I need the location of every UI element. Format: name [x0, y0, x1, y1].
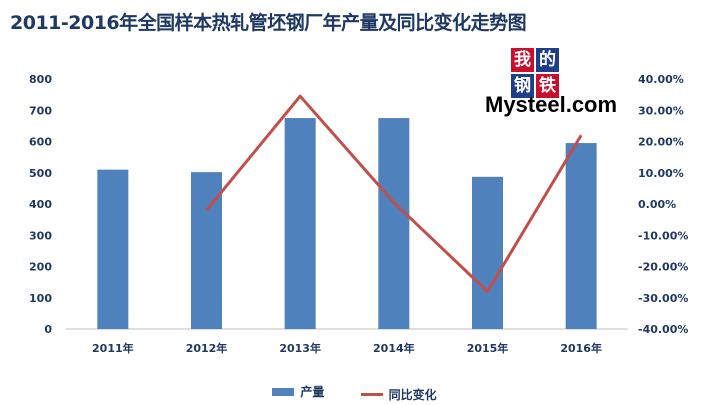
- legend-label-output: 产量: [300, 385, 325, 399]
- logo-char-tie: 铁: [536, 74, 559, 98]
- x-tick-label: 2016年: [560, 341, 602, 355]
- y2-tick-label: -30.00%: [638, 292, 688, 305]
- x-tick-label: 2013年: [279, 341, 321, 355]
- legend-line-swatch: [360, 392, 383, 396]
- chart-title: 2011-2016年全国样本热轧管坯钢厂年产量及同比变化走势图: [10, 12, 527, 34]
- y2-tick-label: 20.00%: [638, 136, 684, 149]
- y-tick-label: 200: [29, 261, 52, 274]
- x-tick-label: 2014年: [373, 341, 415, 355]
- y2-tick-label: 0.00%: [638, 198, 676, 211]
- bar: [378, 118, 410, 329]
- y2-tick-label: 10.00%: [638, 167, 684, 180]
- legend-item-output: 产量: [272, 383, 324, 400]
- y-tick-label: 600: [29, 136, 52, 149]
- yoy-line: [205, 94, 583, 293]
- y2-tick-label: 30.00%: [638, 104, 684, 117]
- bar: [284, 118, 316, 329]
- y-tick-label: 300: [29, 229, 52, 242]
- y2-tick-label: -20.00%: [638, 261, 688, 274]
- y-tick-label: 500: [29, 167, 52, 180]
- legend: 产量 同比变化: [0, 383, 709, 403]
- legend-label-yoy: 同比变化: [388, 387, 437, 402]
- y-tick-label: 800: [29, 73, 52, 86]
- y2-tick-label: -10.00%: [638, 229, 688, 242]
- x-tick-label: 2015年: [467, 341, 509, 355]
- legend-item-yoy: 同比变化: [360, 386, 437, 403]
- chart-plot: 800 700 600 500 400 300 200 100 0 40.00% 30.00% 20.…: [29, 73, 688, 355]
- bar: [97, 169, 129, 329]
- legend-bar-swatch: [272, 387, 295, 396]
- logo-char-wo: 我: [511, 48, 534, 72]
- logo-char-gang: 钢: [511, 74, 534, 98]
- x-tick-label: 2012年: [186, 341, 228, 355]
- logo-char-de: 的: [536, 48, 559, 72]
- bar: [472, 176, 503, 329]
- x-tick-label: 2011年: [92, 341, 134, 355]
- bar: [565, 143, 597, 329]
- mysteel-logo-text: Mysteel.com: [485, 92, 618, 117]
- y-tick-label: 0: [44, 323, 52, 336]
- y2-tick-label: -40.00%: [638, 323, 688, 336]
- y2-tick-label: 40.00%: [638, 73, 684, 86]
- y-tick-label: 100: [29, 292, 52, 305]
- y-tick-label: 400: [29, 198, 52, 211]
- y-tick-label: 700: [29, 104, 52, 117]
